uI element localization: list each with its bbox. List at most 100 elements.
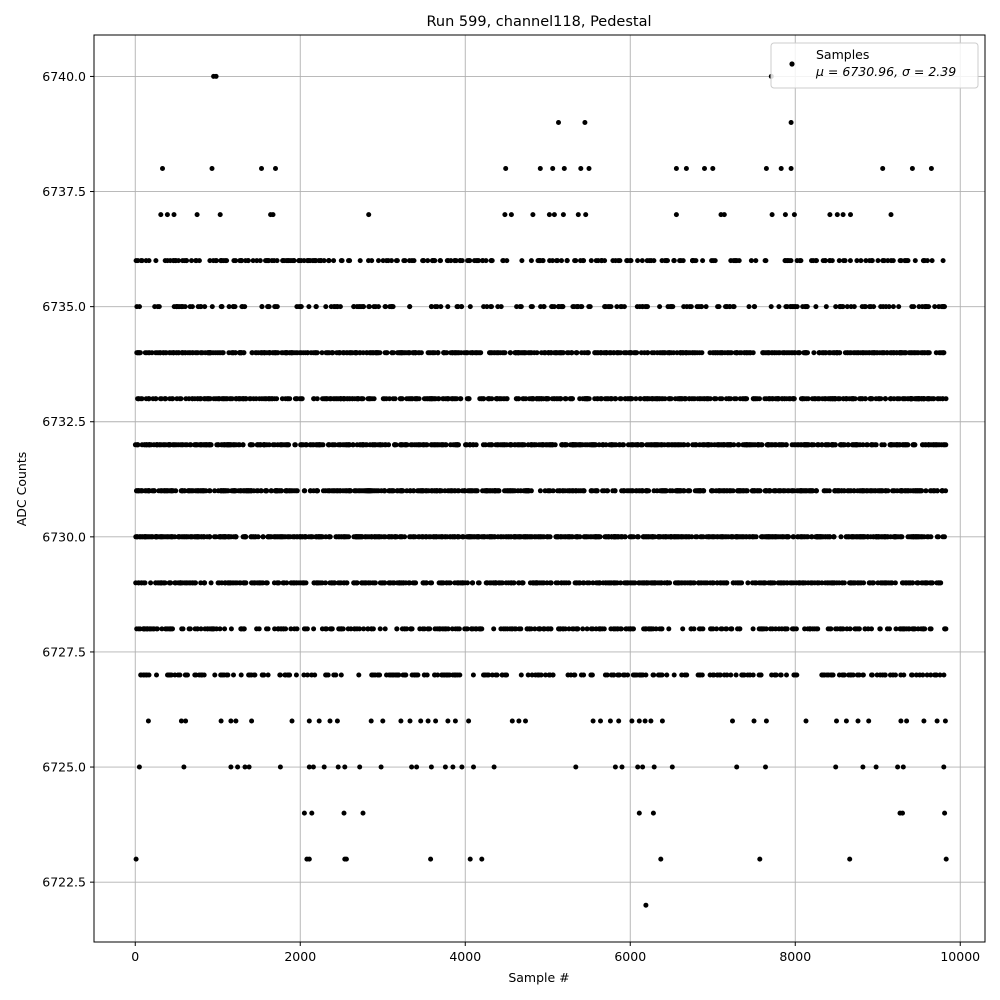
- data-point: [390, 396, 396, 402]
- data-point: [771, 488, 777, 494]
- data-point: [564, 258, 570, 264]
- data-point: [138, 396, 144, 402]
- data-point: [941, 764, 947, 770]
- data-point: [233, 488, 239, 494]
- data-point: [620, 442, 626, 448]
- data-point: [355, 396, 361, 402]
- data-point: [167, 672, 173, 678]
- data-point: [273, 488, 279, 494]
- data-point: [178, 442, 183, 448]
- data-point: [875, 580, 881, 586]
- data-point: [912, 442, 918, 448]
- data-point: [721, 212, 727, 218]
- data-point: [452, 672, 458, 678]
- data-point: [150, 488, 156, 494]
- data-point: [148, 580, 154, 586]
- data-point: [942, 626, 948, 632]
- data-point: [416, 350, 422, 356]
- data-point: [713, 488, 719, 494]
- data-point: [145, 534, 151, 540]
- data-point: [721, 488, 727, 494]
- data-point: [369, 258, 375, 264]
- data-point: [678, 488, 684, 494]
- data-point: [306, 304, 312, 310]
- data-point: [921, 534, 927, 540]
- data-point: [783, 442, 789, 448]
- data-point: [375, 350, 381, 356]
- data-point: [517, 304, 523, 310]
- data-point: [343, 856, 349, 862]
- data-point: [575, 212, 581, 218]
- data-point: [928, 166, 934, 171]
- data-point: [797, 350, 802, 356]
- data-point: [286, 258, 292, 264]
- data-point: [452, 258, 458, 264]
- data-point: [523, 350, 529, 356]
- data-point: [712, 442, 718, 448]
- data-point: [315, 580, 321, 586]
- data-point: [942, 718, 948, 724]
- data-point: [182, 350, 188, 356]
- data-point: [938, 350, 944, 356]
- data-point: [541, 626, 547, 632]
- data-point: [933, 442, 939, 448]
- data-point: [763, 258, 769, 264]
- data-point: [674, 534, 680, 540]
- data-point: [564, 350, 570, 356]
- data-point: [706, 442, 712, 448]
- data-point: [375, 672, 381, 678]
- data-point: [360, 810, 366, 816]
- data-point: [685, 442, 691, 448]
- data-point: [238, 396, 244, 402]
- data-point: [854, 672, 860, 678]
- data-point: [792, 350, 798, 356]
- data-point: [291, 258, 297, 264]
- data-point: [783, 304, 789, 310]
- data-point: [271, 580, 277, 586]
- data-point: [153, 258, 159, 264]
- data-point: [258, 350, 264, 356]
- data-point: [298, 442, 304, 448]
- data-point: [445, 396, 451, 402]
- data-point: [171, 212, 177, 218]
- data-point: [233, 534, 239, 540]
- data-point: [516, 396, 522, 402]
- data-point: [857, 534, 862, 540]
- data-point: [627, 396, 633, 402]
- data-point: [536, 442, 542, 448]
- data-point: [438, 304, 444, 310]
- data-point: [177, 672, 183, 678]
- data-point: [608, 580, 614, 586]
- data-point: [677, 258, 683, 264]
- data-point: [569, 442, 575, 448]
- data-point: [530, 396, 536, 402]
- data-point: [693, 534, 699, 540]
- data-point: [158, 212, 164, 218]
- data-point: [333, 672, 339, 678]
- data-point: [512, 534, 518, 540]
- data-point: [850, 534, 856, 540]
- data-point: [844, 304, 850, 310]
- data-point: [302, 534, 308, 540]
- data-point: [730, 718, 735, 724]
- data-point: [780, 350, 786, 356]
- data-point: [172, 580, 178, 586]
- data-point: [644, 258, 650, 264]
- data-point: [700, 258, 706, 264]
- data-point: [386, 442, 392, 448]
- data-point: [449, 626, 455, 632]
- data-point: [325, 488, 331, 494]
- data-point: [343, 488, 349, 494]
- data-point: [574, 534, 580, 540]
- data-point: [838, 534, 844, 540]
- data-point: [894, 534, 900, 540]
- data-point: [364, 350, 370, 356]
- data-point: [610, 258, 616, 264]
- data-point: [274, 304, 280, 310]
- data-point: [927, 396, 933, 402]
- data-point: [807, 626, 813, 632]
- data-point: [593, 534, 599, 540]
- data-point: [669, 764, 675, 770]
- data-point: [442, 488, 448, 494]
- data-point: [731, 304, 737, 310]
